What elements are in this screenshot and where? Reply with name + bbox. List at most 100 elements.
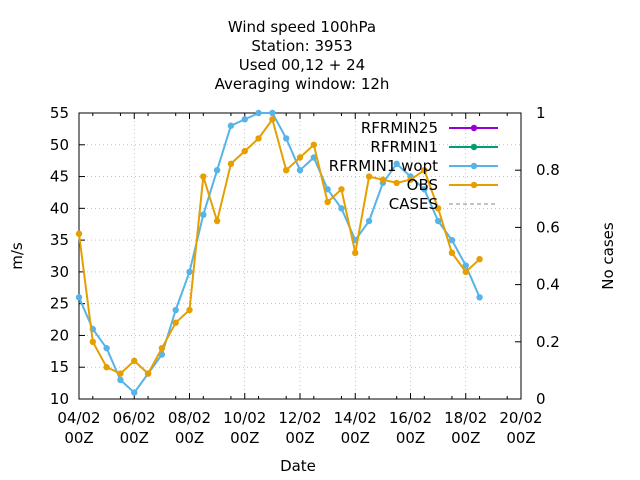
title-line: Used 00,12 + 24: [239, 56, 365, 74]
x-tick-label-time: 00Z: [451, 429, 480, 447]
x-tick-label-time: 00Z: [64, 429, 93, 447]
y-tick-label: 20: [50, 326, 69, 344]
series-point: [213, 167, 221, 174]
series-point: [255, 109, 262, 117]
series-point: [241, 147, 248, 155]
series-point: [421, 167, 428, 174]
y2-tick-label: 1: [536, 104, 546, 122]
series-point: [448, 236, 456, 244]
y-tick-label: 30: [50, 263, 69, 281]
series-point: [324, 198, 331, 206]
series-point: [158, 344, 166, 352]
y-tick-label: 45: [50, 168, 69, 186]
series-point: [75, 294, 83, 301]
series-point: [186, 306, 193, 314]
series-point: [296, 167, 304, 174]
x-tick-label-date: 04/02: [57, 409, 100, 427]
legend-marker: [470, 143, 478, 151]
series-point: [365, 217, 373, 225]
series-point: [448, 249, 456, 257]
legend-marker: [470, 124, 478, 132]
series-point: [89, 338, 97, 345]
y-tick-label: 10: [50, 390, 69, 408]
series-point: [352, 249, 359, 257]
series-point: [434, 205, 442, 212]
x-tick-label-date: 06/02: [113, 409, 156, 427]
series-point: [227, 160, 235, 168]
series-point: [476, 255, 483, 263]
x-axis-label: Date: [280, 457, 316, 475]
series-point: [462, 262, 469, 269]
title-line: Wind speed 100hPa: [228, 18, 376, 36]
x-tick-label-date: 12/02: [278, 409, 321, 427]
series-point: [255, 135, 262, 142]
series-point: [75, 230, 83, 237]
series-point: [200, 173, 207, 180]
series-point: [227, 122, 235, 129]
legend-marker: [470, 181, 478, 189]
series-point: [462, 268, 469, 276]
series-point: [407, 176, 414, 183]
series-point: [296, 154, 304, 161]
series-point: [117, 376, 124, 384]
series-point: [338, 186, 345, 193]
y-axis-label: m/s: [8, 242, 26, 270]
x-tick-label-date: 08/02: [168, 409, 211, 427]
y2-axis-label: No cases: [599, 222, 617, 290]
legend-label: OBS: [407, 176, 438, 194]
legend-label: RFRMIN25: [361, 119, 438, 137]
legend-label: RFRMIN1 wopt: [329, 157, 438, 175]
series-point: [117, 370, 124, 377]
series-point: [213, 217, 221, 225]
series-point: [393, 160, 400, 168]
series-point: [269, 116, 276, 123]
legend-label: CASES: [389, 195, 438, 213]
y-tick-label: 40: [50, 199, 69, 217]
series-point: [282, 167, 290, 174]
series-point: [144, 370, 152, 377]
x-tick-label-time: 00Z: [230, 429, 259, 447]
series-point: [421, 186, 428, 193]
x-tick-label-date: 18/02: [444, 409, 487, 427]
y2-tick-label: 0.8: [536, 161, 560, 179]
series-point: [434, 217, 442, 225]
series-point: [310, 154, 318, 161]
series-point: [172, 306, 179, 314]
series-point: [186, 268, 193, 276]
y-tick-label: 55: [50, 104, 69, 122]
legend-label: RFRMIN1: [370, 138, 438, 156]
series-layer: [75, 109, 483, 396]
series-point: [324, 186, 331, 193]
series-point: [393, 179, 400, 187]
x-tick-label-date: 20/02: [499, 409, 542, 427]
series-point: [269, 109, 276, 117]
series-point: [365, 173, 373, 180]
y2-tick-label: 0.6: [536, 218, 560, 236]
title-line: Station: 3953: [251, 37, 352, 55]
series-point: [310, 141, 318, 148]
series-point: [338, 205, 345, 212]
x-tick-label-time: 00Z: [396, 429, 425, 447]
y-tick-label: 35: [50, 231, 69, 249]
x-tick-label-time: 00Z: [341, 429, 370, 447]
title-line: Averaging window: 12h: [215, 75, 390, 93]
x-tick-label-date: 14/02: [334, 409, 377, 427]
y-tick-label: 15: [50, 358, 69, 376]
y2-tick-label: 0: [536, 390, 546, 408]
series-point: [200, 211, 207, 218]
series-point: [131, 389, 138, 396]
x-tick-label-time: 00Z: [175, 429, 204, 447]
series-point: [172, 319, 179, 326]
x-tick-label-date: 10/02: [223, 409, 266, 427]
series-point: [241, 116, 248, 123]
legend-marker: [470, 162, 478, 170]
series-point: [282, 135, 290, 142]
axis-ticks: 10 15 20 25 30 35 40 45 50 55 0 0.2 0.4 0.6 0.8 1 04/02 0…: [50, 104, 560, 447]
x-tick-label-date: 16/02: [389, 409, 432, 427]
series-point: [131, 357, 138, 365]
x-tick-label-time: 00Z: [506, 429, 535, 447]
y2-tick-label: 0.2: [536, 333, 560, 351]
